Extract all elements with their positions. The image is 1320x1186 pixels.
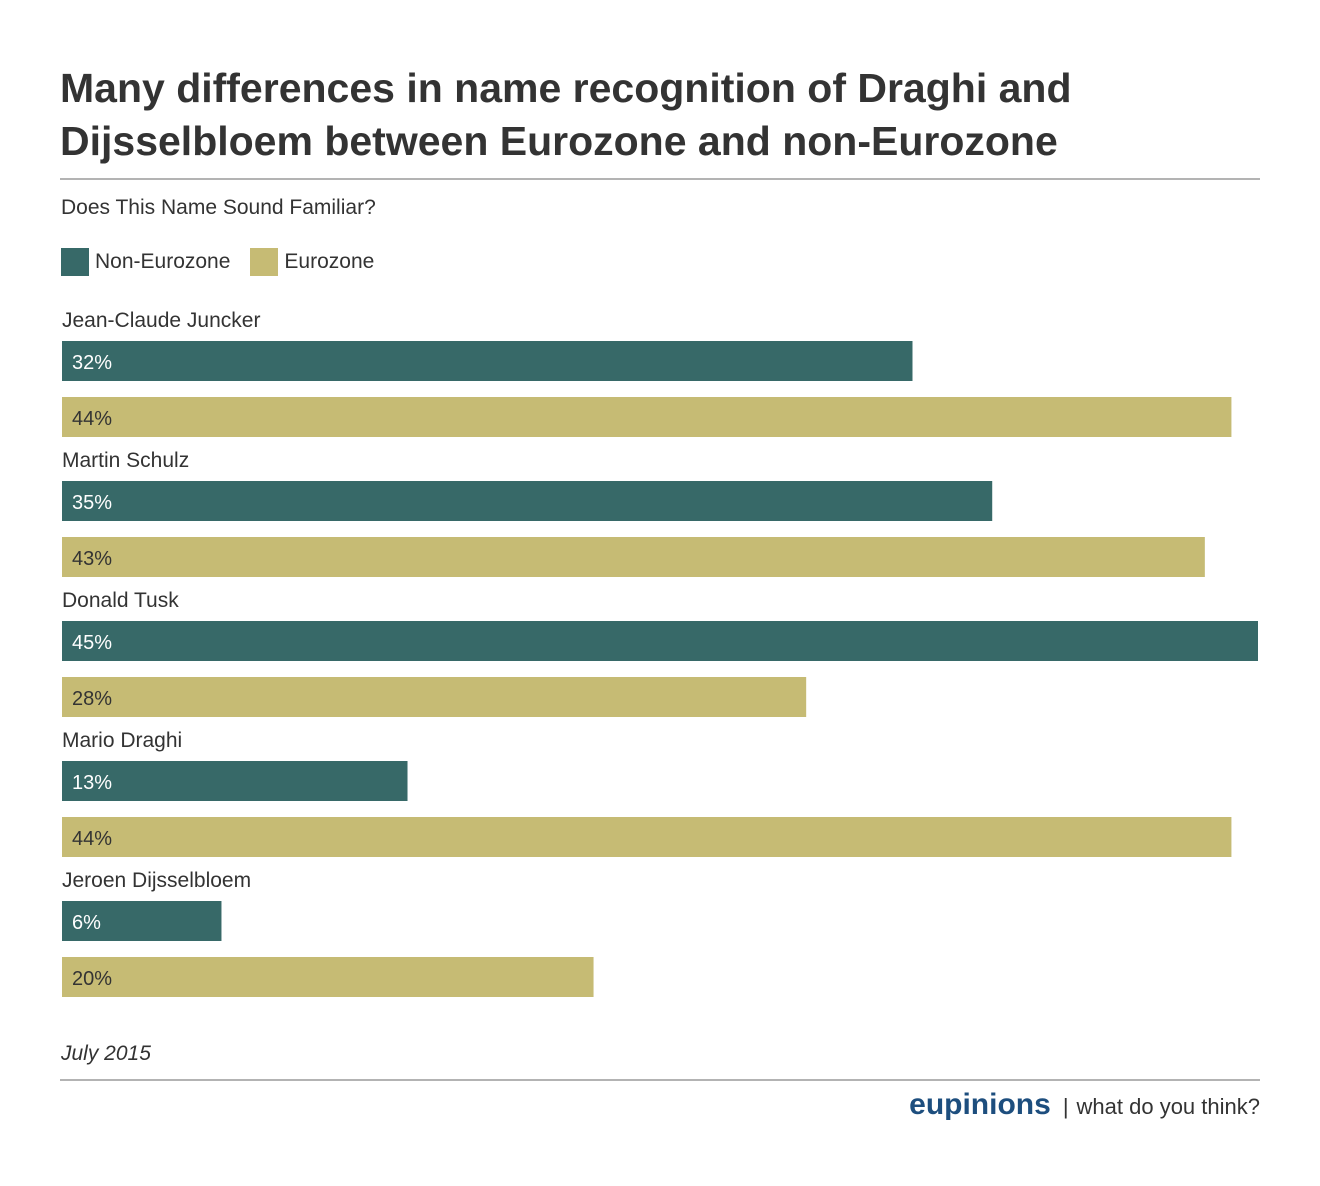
bar-jeroen-dijsselbloem-eurozone [62, 957, 594, 997]
chart-subtitle: Does This Name Sound Familiar? [61, 196, 376, 219]
footer-divider [60, 1079, 1260, 1081]
legend: Non-Eurozone Eurozone [61, 248, 394, 276]
legend-item-eurozone: Eurozone [250, 248, 374, 276]
category-label-mario-draghi: Mario Draghi [62, 729, 182, 752]
title-divider [60, 178, 1260, 180]
legend-label-non-eurozone: Non-Eurozone [95, 250, 231, 273]
category-label-jeroen-dijsselbloem: Jeroen Dijsselbloem [62, 869, 251, 892]
footer-separator: | [1062, 1094, 1069, 1119]
data-label-jean-claude-juncker-eurozone: 44% [72, 408, 112, 430]
bar-martin-schulz-non-eurozone [62, 481, 993, 521]
data-label-martin-schulz-non-eurozone: 35% [72, 492, 112, 514]
legend-swatch-eurozone [250, 248, 279, 276]
legend-item-non-eurozone: Non-Eurozone [61, 248, 230, 276]
data-label-jeroen-dijsselbloem-non-eurozone: 6% [72, 912, 101, 934]
legend-label-eurozone: Eurozone [284, 250, 375, 273]
data-label-mario-draghi-non-eurozone: 13% [72, 772, 112, 794]
survey-date: July 2015 [61, 1042, 151, 1065]
bar-jeroen-dijsselbloem-non-eurozone [62, 901, 222, 941]
data-label-jeroen-dijsselbloem-eurozone: 20% [72, 968, 112, 990]
footer-tagline: what do you think? [1076, 1094, 1260, 1119]
bar-mario-draghi-non-eurozone [62, 761, 408, 801]
chart-title: Many differences in name recognition of … [60, 65, 1072, 164]
brand-logo[interactable]: eupinions [909, 1088, 1051, 1121]
category-label-donald-tusk: Donald Tusk [62, 589, 179, 612]
data-label-jean-claude-juncker-non-eurozone: 32% [72, 352, 112, 374]
footer: eupinions | what do you think? [909, 1088, 1260, 1122]
category-label-martin-schulz: Martin Schulz [62, 449, 189, 472]
bar-martin-schulz-eurozone [62, 537, 1205, 577]
bar-donald-tusk-non-eurozone [62, 621, 1258, 661]
bar-mario-draghi-eurozone [62, 817, 1232, 857]
data-label-donald-tusk-non-eurozone: 45% [72, 632, 112, 654]
category-label-jean-claude-juncker: Jean-Claude Juncker [62, 309, 260, 332]
data-label-mario-draghi-eurozone: 44% [72, 828, 112, 850]
data-label-martin-schulz-eurozone: 43% [72, 548, 112, 570]
data-label-donald-tusk-eurozone: 28% [72, 688, 112, 710]
bar-jean-claude-juncker-eurozone [62, 397, 1232, 437]
legend-swatch-non-eurozone [61, 248, 89, 276]
bar-jean-claude-juncker-non-eurozone [62, 341, 913, 381]
bar-donald-tusk-eurozone [62, 677, 807, 717]
